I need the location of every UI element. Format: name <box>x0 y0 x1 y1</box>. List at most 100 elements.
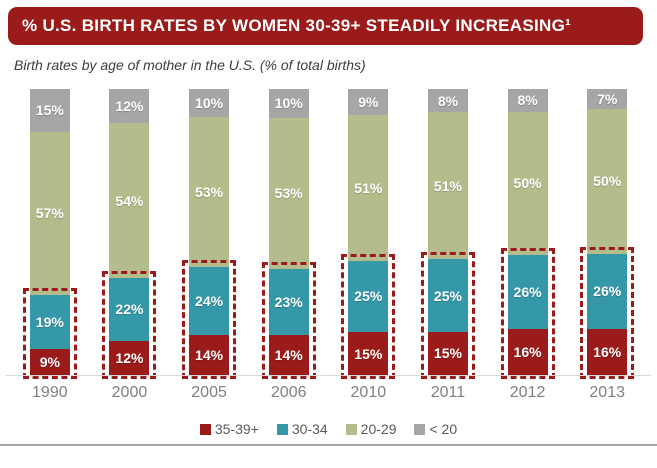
bar-segment-20: 10% <box>268 89 309 118</box>
segment-value-label: 14% <box>195 347 224 364</box>
bar-segment-30-34: 25% <box>348 260 389 333</box>
segment-value-label: 10% <box>274 95 303 112</box>
bar-slot-2012: 8% 50% 26% 16% <box>488 89 568 379</box>
stacked-bar-chart: 15% 57% 19% 9% 12% 54% 22% 12% 10% 53% 24% 14% 10% 53… <box>0 89 657 409</box>
segment-value-label: 57% <box>35 205 64 222</box>
x-axis-label-2011: 2011 <box>430 384 466 401</box>
x-axis-label-2013: 2013 <box>589 384 625 401</box>
segment-value-label: 10% <box>195 95 224 112</box>
bar-segment-35-39: 12% <box>109 340 150 375</box>
segment-value-label: 15% <box>35 102 64 119</box>
bar-segment-35-39: 16% <box>587 328 628 375</box>
legend-item-20: < 20 <box>414 421 457 437</box>
bar-slot-2013: 7% 50% 26% 16% <box>567 89 647 379</box>
bar-slot-2006: 10% 53% 23% 14% <box>249 89 329 379</box>
legend-item-30-34: 30-34 <box>276 421 328 437</box>
legend-label-20-29: 20-29 <box>360 421 397 437</box>
segment-value-label: 26% <box>513 284 542 301</box>
bar-segment-20: 10% <box>189 89 230 118</box>
legend-label-35-39: 35-39+ <box>214 421 259 437</box>
legend-swatch-30-34 <box>276 423 288 435</box>
segment-value-label: 22% <box>115 301 144 318</box>
bar-segment-20: 9% <box>348 89 389 115</box>
bar-segment-35-39: 9% <box>29 349 70 375</box>
bar-slot-1990: 15% 57% 19% 9% <box>10 89 90 379</box>
bar-2012: 8% 50% 26% 16% <box>500 89 555 379</box>
segment-value-label: 23% <box>274 294 303 311</box>
segment-value-label: 51% <box>354 179 383 196</box>
legend-swatch-20-29 <box>345 423 357 435</box>
bar-segment-20-29: 51% <box>427 112 468 260</box>
x-axis-label-2012: 2012 <box>509 384 546 401</box>
bar-segment-30-34: 25% <box>427 259 468 332</box>
bar-segment-35-39: 14% <box>268 334 309 375</box>
segment-value-label: 53% <box>274 185 303 202</box>
bar-segment-35-39: 15% <box>348 332 389 375</box>
legend: 35-39+ 30-34 20-29 < 20 <box>0 421 657 437</box>
x-axis-label-2000: 2000 <box>111 384 148 401</box>
segment-value-label: 8% <box>517 92 538 109</box>
segment-value-label: 16% <box>513 344 542 361</box>
bar-slot-2000: 12% 54% 22% 12% <box>90 89 170 379</box>
segment-value-label: 8% <box>437 92 459 109</box>
bar-segment-30-34: 22% <box>109 277 150 341</box>
bar-segment-30-34: 26% <box>587 253 628 329</box>
legend-swatch-20 <box>414 423 426 435</box>
legend-item-20-29: 20-29 <box>345 421 397 437</box>
bar-2006: 10% 53% 23% 14% <box>261 89 316 379</box>
bar-segment-30-34: 24% <box>189 267 230 336</box>
bar-2010: 9% 51% 25% 15% <box>341 89 396 379</box>
bar-segment-20-29: 51% <box>348 114 389 261</box>
segment-value-label: 12% <box>115 349 144 366</box>
bar-segment-20-29: 57% <box>29 131 70 295</box>
legend-label-20: < 20 <box>429 421 458 437</box>
x-axis-label-1990: 1990 <box>32 384 68 401</box>
x-axis-line <box>6 375 651 376</box>
segment-value-label: 9% <box>358 93 379 110</box>
legend-swatch-35-39 <box>199 423 211 435</box>
bar-2000: 12% 54% 22% 12% <box>102 89 157 379</box>
bar-slot-2005: 10% 53% 24% 14% <box>169 89 249 379</box>
plot-area: 15% 57% 19% 9% 12% 54% 22% 12% 10% 53% 24% 14% 10% 53… <box>10 89 647 379</box>
segment-value-label: 25% <box>433 287 462 304</box>
segment-value-label: 9% <box>39 354 60 371</box>
bar-segment-20: 15% <box>29 89 70 132</box>
bar-segment-20-29: 50% <box>507 111 548 255</box>
segment-value-label: 50% <box>513 175 542 192</box>
segment-value-label: 25% <box>354 288 383 305</box>
bar-segment-35-39: 14% <box>189 335 230 375</box>
title-banner: % U.S. BIRTH RATES BY WOMEN 30-39+ STEAD… <box>8 7 643 45</box>
bar-segment-35-39: 16% <box>507 329 548 375</box>
segment-value-label: 15% <box>433 345 462 362</box>
x-axis-labels: 1990 2000 2005 2006 2010 2011 2012 2013 <box>10 384 647 402</box>
segment-value-label: 12% <box>115 98 144 115</box>
bar-slot-2010: 9% 51% 25% 15% <box>329 89 409 379</box>
segment-value-label: 50% <box>593 173 622 190</box>
page-title: % U.S. BIRTH RATES BY WOMEN 30-39+ STEAD… <box>22 16 572 35</box>
x-axis-label-2006: 2006 <box>270 384 307 401</box>
segment-value-label: 16% <box>593 343 622 360</box>
bar-2013: 7% 50% 26% 16% <box>580 89 635 379</box>
bar-segment-30-34: 26% <box>507 254 548 330</box>
segment-value-label: 51% <box>433 177 462 194</box>
segment-value-label: 54% <box>115 192 144 209</box>
bar-segment-20-29: 54% <box>109 123 150 278</box>
x-axis-label-2010: 2010 <box>350 384 387 401</box>
segment-value-label: 14% <box>274 346 303 363</box>
bar-2011: 8% 51% 25% 15% <box>420 89 475 379</box>
bar-segment-20: 12% <box>109 89 150 124</box>
segment-value-label: 7% <box>597 91 618 108</box>
bar-slot-2011: 8% 51% 25% 15% <box>408 89 488 379</box>
segment-value-label: 19% <box>35 314 64 331</box>
bar-segment-20: 8% <box>507 89 548 112</box>
bar-segment-20: 7% <box>587 89 628 110</box>
segment-value-label: 53% <box>195 184 224 201</box>
segment-value-label: 24% <box>195 293 224 310</box>
bar-segment-20-29: 53% <box>189 117 230 268</box>
segment-value-label: 26% <box>593 283 622 300</box>
legend-item-35-39: 35-39+ <box>199 421 259 437</box>
chart-subtitle: Birth rates by age of mother in the U.S.… <box>14 57 366 73</box>
bottom-divider <box>0 444 657 446</box>
bar-2005: 10% 53% 24% 14% <box>182 89 237 379</box>
